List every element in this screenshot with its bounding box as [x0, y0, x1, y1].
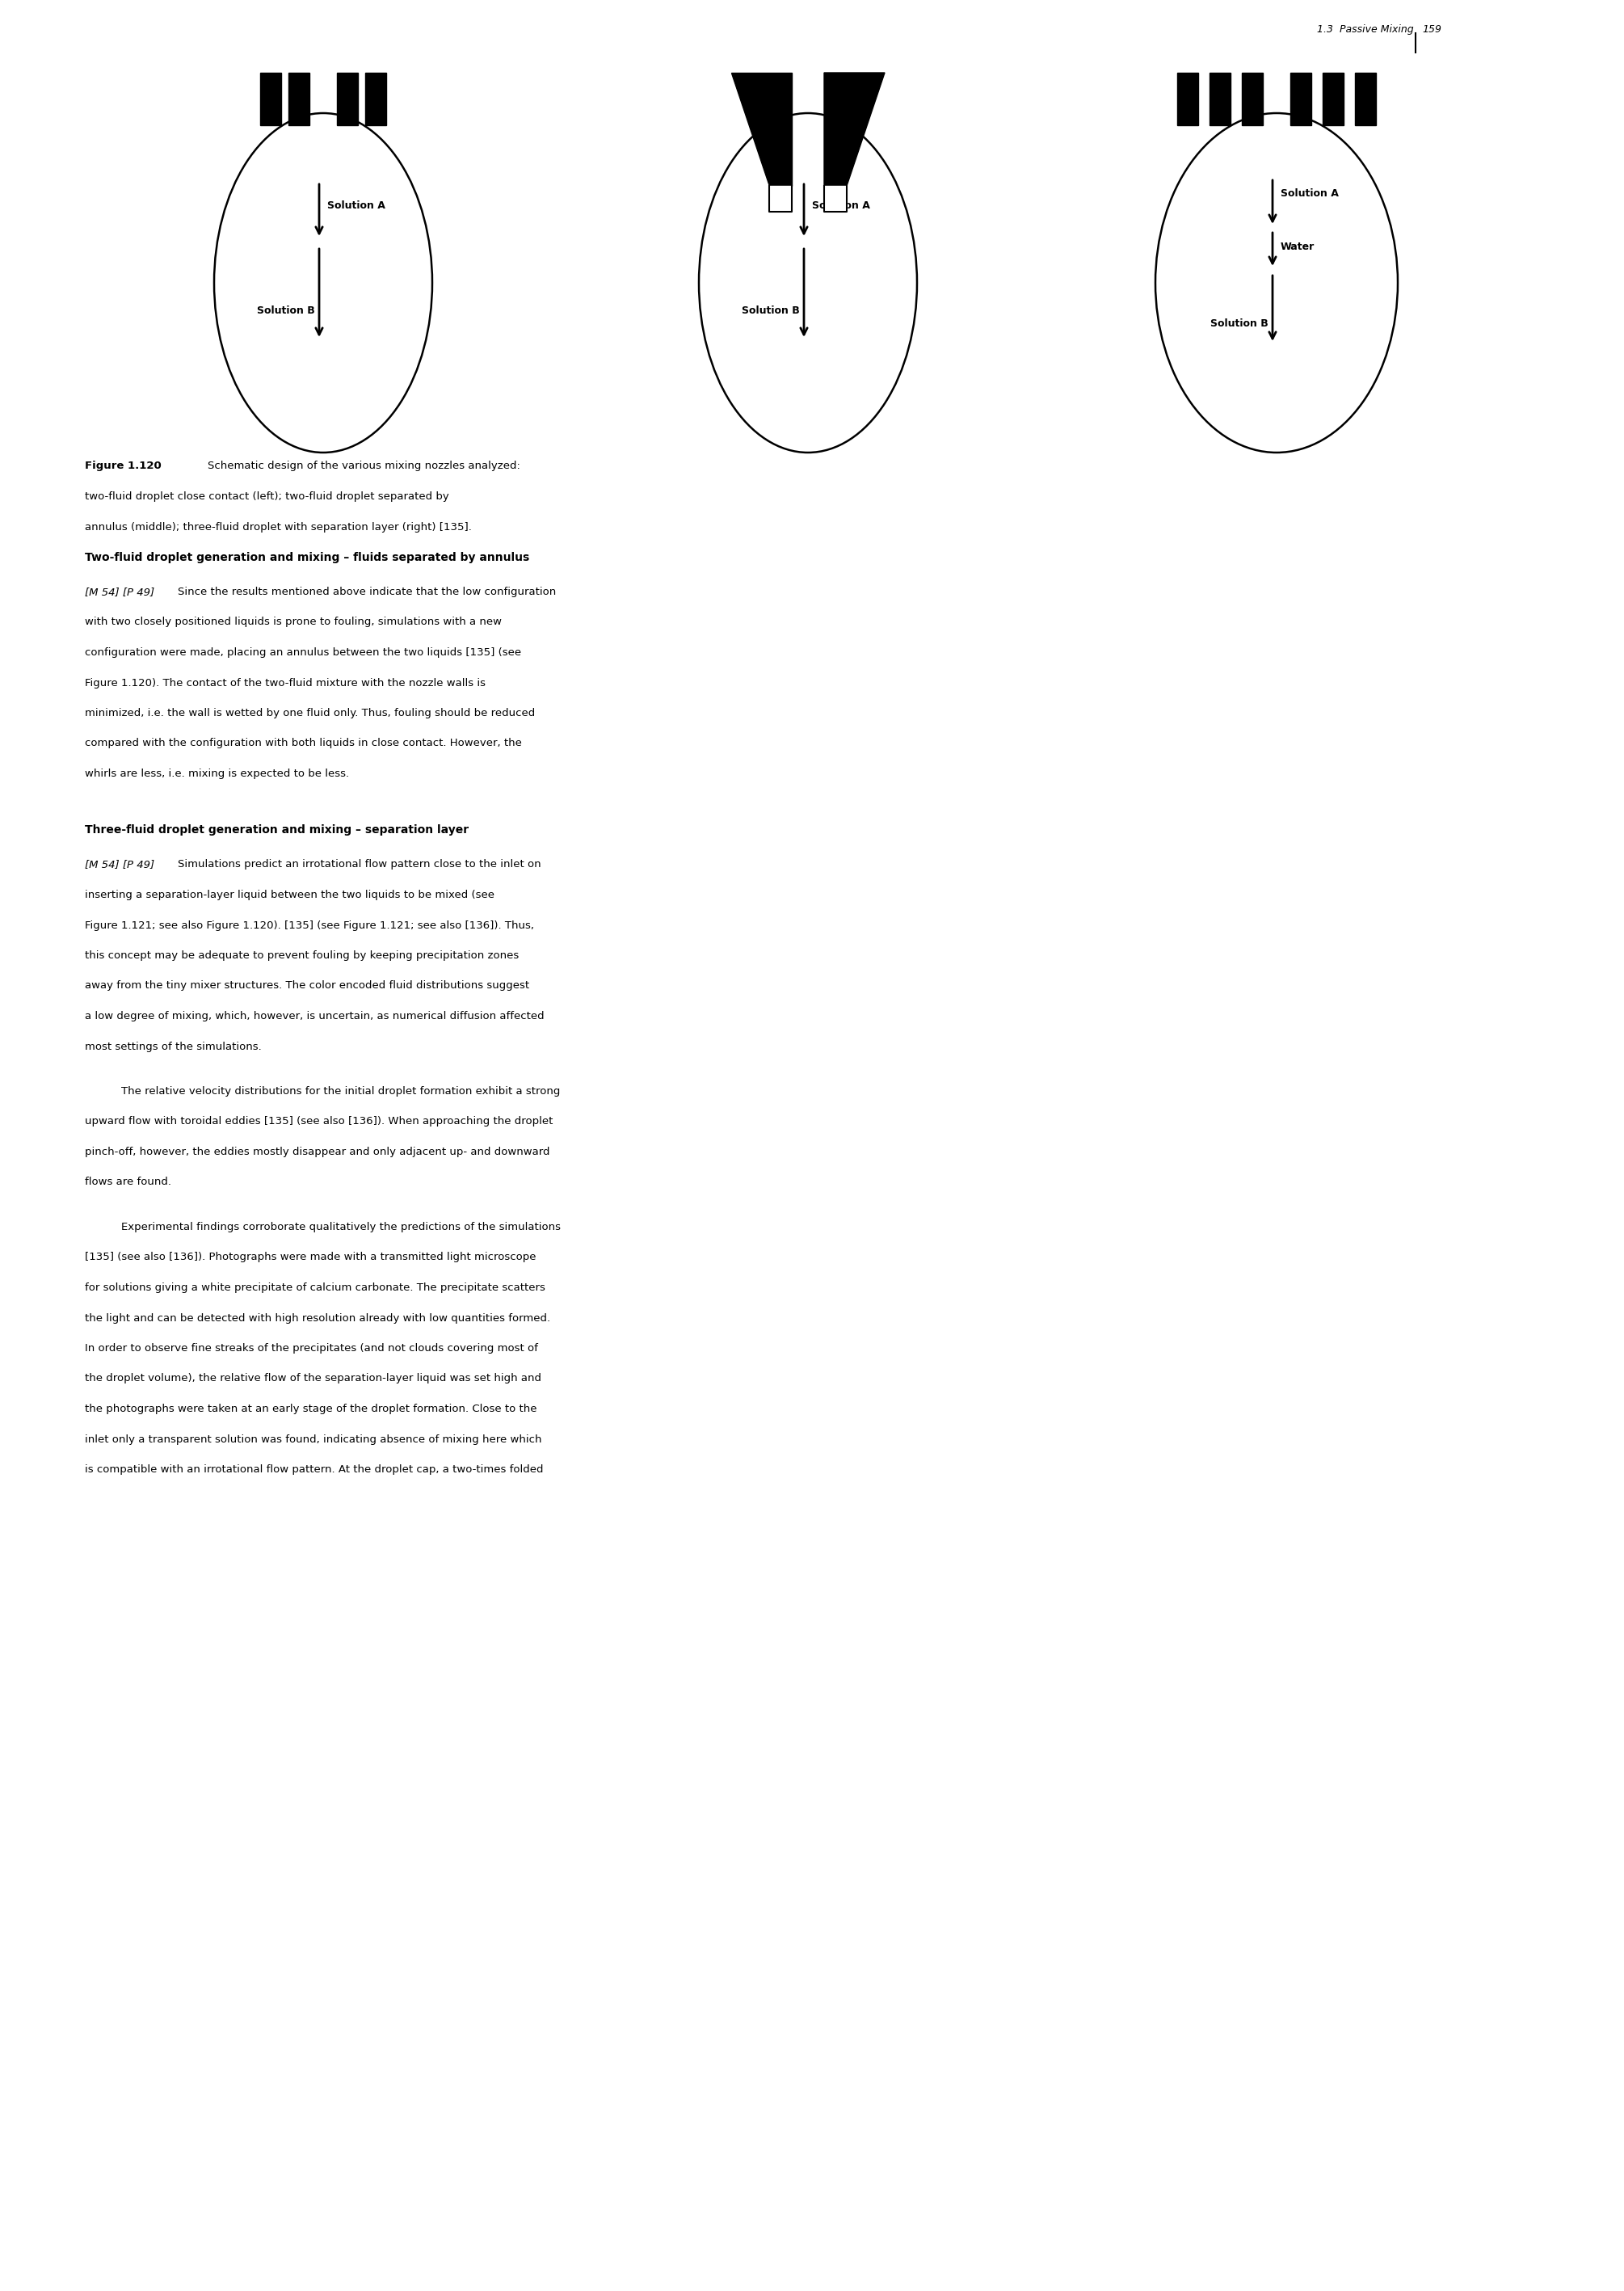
Text: Solution A: Solution A: [326, 202, 385, 211]
Bar: [1177, 73, 1199, 126]
Text: whirls are less, i.e. mixing is expected to be less.: whirls are less, i.e. mixing is expected…: [84, 767, 349, 779]
Bar: [365, 73, 387, 126]
Text: for solutions giving a white precipitate of calcium carbonate. The precipitate s: for solutions giving a white precipitate…: [84, 1283, 546, 1292]
Bar: [336, 73, 357, 126]
Text: flows are found.: flows are found.: [84, 1178, 171, 1187]
Text: Solution B: Solution B: [257, 307, 315, 316]
Text: Water: Water: [1281, 243, 1315, 252]
Text: a low degree of mixing, which, however, is uncertain, as numerical diffusion aff: a low degree of mixing, which, however, …: [84, 1010, 544, 1022]
Text: Three-fluid droplet generation and mixing – separation layer: Three-fluid droplet generation and mixin…: [84, 825, 469, 836]
Bar: [1322, 73, 1343, 126]
Text: most settings of the simulations.: most settings of the simulations.: [84, 1040, 261, 1052]
Text: two-fluid droplet close contact (left); two-fluid droplet separated by: two-fluid droplet close contact (left); …: [84, 490, 448, 502]
Text: annulus (middle); three-fluid droplet with separation layer (right) [135].: annulus (middle); three-fluid droplet wi…: [84, 522, 471, 532]
Text: Solution B: Solution B: [742, 307, 801, 316]
Text: Experimental findings corroborate qualitatively the predictions of the simulatio: Experimental findings corroborate qualit…: [122, 1221, 560, 1233]
Text: The relative velocity distributions for the initial droplet formation exhibit a : The relative velocity distributions for …: [122, 1086, 560, 1097]
Text: compared with the configuration with both liquids in close contact. However, the: compared with the configuration with bot…: [84, 738, 521, 749]
Text: Figure 1.121; see also Figure 1.120). [135] (see Figure 1.121; see also [136]). : Figure 1.121; see also Figure 1.120). [1…: [84, 921, 534, 930]
Text: Two-fluid droplet generation and mixing – fluids separated by annulus: Two-fluid droplet generation and mixing …: [84, 552, 529, 564]
Text: upward flow with toroidal eddies [135] (see also [136]). When approaching the dr: upward flow with toroidal eddies [135] (…: [84, 1116, 552, 1127]
Text: Figure 1.120: Figure 1.120: [84, 460, 161, 472]
Text: away from the tiny mixer structures. The color encoded fluid distributions sugge: away from the tiny mixer structures. The…: [84, 981, 529, 992]
Text: the light and can be detected with high resolution already with low quantities f: the light and can be detected with high …: [84, 1313, 551, 1324]
Text: inlet only a transparent solution was found, indicating absence of mixing here w: inlet only a transparent solution was fo…: [84, 1434, 542, 1446]
Polygon shape: [731, 73, 793, 186]
Text: is compatible with an irrotational flow pattern. At the droplet cap, a two-times: is compatible with an irrotational flow …: [84, 1464, 544, 1475]
Polygon shape: [823, 73, 885, 186]
Bar: [260, 73, 281, 126]
Text: [M 54] [P 49]: [M 54] [P 49]: [84, 586, 154, 598]
Text: [135] (see also [136]). Photographs were made with a transmitted light microscop: [135] (see also [136]). Photographs were…: [84, 1253, 536, 1262]
Text: pinch-off, however, the eddies mostly disappear and only adjacent up- and downwa: pinch-off, however, the eddies mostly di…: [84, 1148, 551, 1157]
Bar: [1242, 73, 1263, 126]
Text: Solution B: Solution B: [1210, 318, 1268, 328]
Text: 159: 159: [1423, 25, 1442, 34]
Bar: [289, 73, 310, 126]
Text: inserting a separation-layer liquid between the two liquids to be mixed (see: inserting a separation-layer liquid betw…: [84, 889, 494, 900]
Text: with two closely positioned liquids is prone to fouling, simulations with a new: with two closely positioned liquids is p…: [84, 616, 502, 628]
Text: the photographs were taken at an early stage of the droplet formation. Close to : the photographs were taken at an early s…: [84, 1404, 538, 1414]
Bar: [823, 186, 846, 211]
Bar: [770, 186, 793, 211]
Bar: [1291, 73, 1311, 126]
Text: Figure 1.120). The contact of the two-fluid mixture with the nozzle walls is: Figure 1.120). The contact of the two-fl…: [84, 678, 486, 687]
Text: the droplet volume), the relative flow of the separation-layer liquid was set hi: the droplet volume), the relative flow o…: [84, 1372, 541, 1384]
Text: this concept may be adequate to prevent fouling by keeping precipitation zones: this concept may be adequate to prevent …: [84, 951, 520, 960]
Text: Solution A: Solution A: [1281, 188, 1338, 199]
Text: configuration were made, placing an annulus between the two liquids [135] (see: configuration were made, placing an annu…: [84, 648, 521, 658]
Text: Solution A: Solution A: [812, 202, 870, 211]
Text: In order to observe fine streaks of the precipitates (and not clouds covering mo: In order to observe fine streaks of the …: [84, 1343, 538, 1354]
Text: 1.3  Passive Mixing: 1.3 Passive Mixing: [1317, 25, 1415, 34]
Text: Simulations predict an irrotational flow pattern close to the inlet on: Simulations predict an irrotational flow…: [177, 859, 541, 871]
Text: [M 54] [P 49]: [M 54] [P 49]: [84, 859, 154, 871]
Text: Schematic design of the various mixing nozzles analyzed:: Schematic design of the various mixing n…: [208, 460, 520, 472]
Text: Since the results mentioned above indicate that the low configuration: Since the results mentioned above indica…: [177, 586, 555, 598]
Bar: [1354, 73, 1376, 126]
Bar: [1210, 73, 1231, 126]
Text: minimized, i.e. the wall is wetted by one fluid only. Thus, fouling should be re: minimized, i.e. the wall is wetted by on…: [84, 708, 534, 719]
